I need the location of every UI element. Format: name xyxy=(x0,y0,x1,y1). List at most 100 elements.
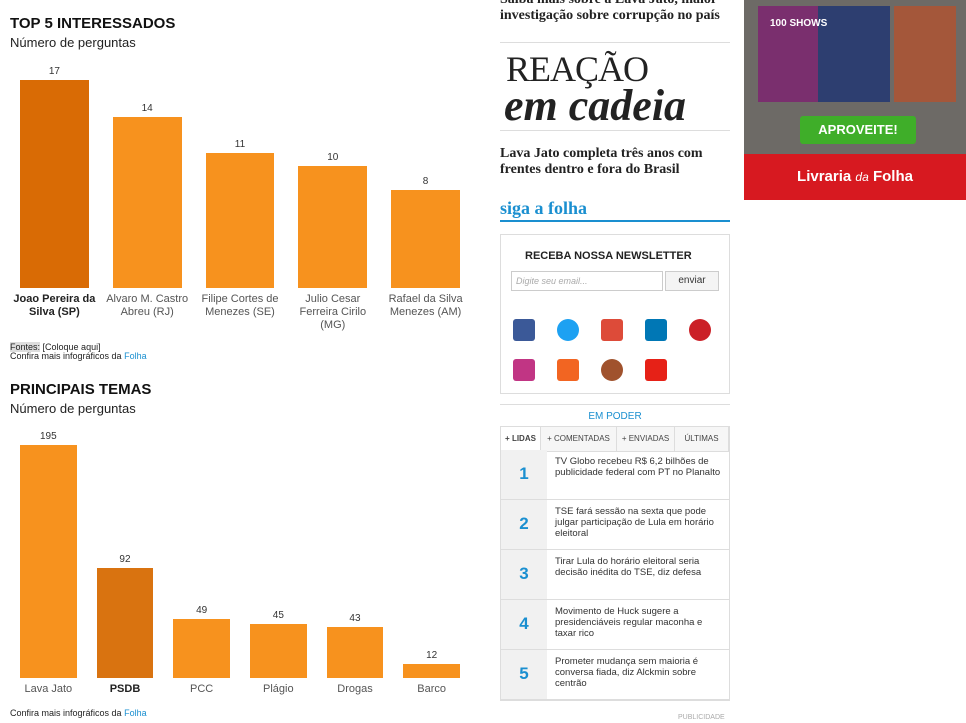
instagram-icon[interactable] xyxy=(513,359,535,381)
divider xyxy=(500,130,730,131)
category-label: Alvaro M. Castro Abreu (RJ) xyxy=(106,293,189,318)
more-link[interactable]: Folha xyxy=(124,708,147,718)
tab[interactable]: + ENVIADAS xyxy=(617,427,675,451)
bar xyxy=(20,445,77,678)
ad-banner[interactable]: 100 SHOWS APROVEITE! Livraria da Folha xyxy=(744,0,966,200)
teaser-line: Saiba mais sobre a Lava Jato, maior xyxy=(500,0,717,8)
list-number-bg xyxy=(501,650,547,699)
brand-part: Folha xyxy=(872,168,913,185)
category-label: PSDB xyxy=(109,683,141,695)
value-label: 8 xyxy=(422,176,429,188)
more-text: Confira mais infográficos da xyxy=(10,351,122,361)
source-text: [Coloque aqui] xyxy=(42,342,101,352)
value-label: 45 xyxy=(272,610,284,622)
divider xyxy=(500,220,730,222)
bar xyxy=(173,619,230,678)
category-label: Plágio xyxy=(263,683,294,695)
list-item[interactable]: 2 TSE fará sessão na sexta que pode julga… xyxy=(501,500,729,550)
list-number: 2 xyxy=(519,514,529,533)
follow-title: siga a folha xyxy=(500,198,588,218)
list-number: 5 xyxy=(519,664,529,683)
list-item[interactable]: 4 Movimento de Huck sugere a presidenciáv… xyxy=(501,600,729,650)
bar xyxy=(205,153,275,288)
value-label: 92 xyxy=(119,554,131,566)
category-label: Rafael da Silva Menezes (AM) xyxy=(388,293,463,318)
ad-shows: 100 SHOWS xyxy=(770,18,828,29)
pinterest-icon[interactable] xyxy=(689,319,711,341)
rss-icon[interactable] xyxy=(557,359,579,381)
value-label: 43 xyxy=(349,612,361,624)
bar xyxy=(112,116,182,288)
category-label: Julio Cesar Ferreira Cirilo (MG) xyxy=(299,293,367,331)
source-label: Fontes: xyxy=(10,342,41,352)
list-item[interactable]: 5 Prometer mudança sem maioria é conversa… xyxy=(501,650,729,700)
category-label: PCC xyxy=(190,683,214,695)
chart-subtitle: Número de perguntas xyxy=(10,35,136,50)
logo-top: REAÇÃO xyxy=(506,49,649,89)
bar xyxy=(326,626,384,678)
tab[interactable]: + COMENTADAS xyxy=(541,427,617,451)
list-text: Tirar Lula do horário eleitoral seria de… xyxy=(555,556,702,578)
list-number: 1 xyxy=(519,464,529,483)
chart-title: TOP 5 INTERESSADOS xyxy=(10,15,176,32)
chart-subtitle: Número de perguntas xyxy=(10,401,136,416)
value-label: 17 xyxy=(48,66,60,77)
value-label: 12 xyxy=(426,649,438,661)
category-label: Joao Pereira da Silva (SP) xyxy=(13,293,96,318)
value-label: 10 xyxy=(327,151,339,163)
brand-part: Livraria xyxy=(797,168,852,185)
value-label: 195 xyxy=(39,431,57,442)
brand-part: da xyxy=(855,170,869,184)
list-number-bg xyxy=(501,550,547,599)
ad-brand: Livraria da Folha xyxy=(744,154,966,200)
list-item[interactable]: 1 TV Globo recebeu R$ 6,2 bilhões de publ… xyxy=(501,450,729,500)
ad-label: PUBLICIDADE xyxy=(678,714,725,721)
youtube-icon[interactable] xyxy=(645,359,667,381)
list-number-bg xyxy=(501,600,547,649)
footer-more: Confira mais infográficos da Folha xyxy=(10,708,147,718)
more-link[interactable]: Folha xyxy=(124,351,147,361)
dvd-box xyxy=(818,6,890,102)
category-label: Lava Jato xyxy=(24,683,73,695)
tab[interactable]: ÚLTIMAS xyxy=(675,427,729,451)
bar xyxy=(20,80,89,288)
app-icon[interactable] xyxy=(601,359,623,381)
list-text: TV Globo recebeu R$ 6,2 bilhões de publi… xyxy=(555,456,721,478)
list-number-bg xyxy=(501,450,547,499)
newsletter-title: RECEBA NOSSA NEWSLETTER xyxy=(525,250,692,262)
list-number: 3 xyxy=(519,564,529,583)
teaser-line: investigação sobre corrupção no país xyxy=(500,8,720,23)
twitter-icon[interactable] xyxy=(557,319,579,341)
facebook-icon[interactable] xyxy=(513,319,535,341)
bar xyxy=(403,663,460,678)
list-number: 4 xyxy=(519,614,529,633)
ad-cta[interactable]: APROVEITE! xyxy=(800,116,916,144)
category-label: Filipe Cortes de Menezes (SE) xyxy=(201,293,279,318)
tabs: + LIDAS + COMENTADAS + ENVIADAS ÚLTIMAS xyxy=(500,426,730,452)
headline[interactable]: Lava Jato completa três anos com frentes… xyxy=(500,146,703,177)
divider xyxy=(500,404,730,405)
section-title: EM PODER xyxy=(588,411,642,422)
chart-title: PRINCIPAIS TEMAS xyxy=(10,381,152,398)
bar xyxy=(298,165,368,288)
tab[interactable]: + LIDAS xyxy=(501,427,541,451)
more-text: Confira mais infográficos da xyxy=(10,708,122,718)
category-label: Barco xyxy=(417,683,447,695)
value-label: 11 xyxy=(234,139,246,151)
list-text: Movimento de Huck sugere a presidenciáve… xyxy=(555,606,703,639)
linkedin-icon[interactable] xyxy=(645,319,667,341)
footer-source: Fontes: [Coloque aqui] xyxy=(10,342,101,352)
list-number-bg xyxy=(501,500,547,549)
list-text: TSE fará sessão na sexta que pode julgar… xyxy=(555,506,714,539)
dvd-box xyxy=(758,6,828,102)
list-item[interactable]: 3 Tirar Lula do horário eleitoral seria d… xyxy=(501,550,729,600)
send-button[interactable]: enviar xyxy=(665,271,719,291)
value-label: 49 xyxy=(196,605,208,617)
sidebar: Saiba mais sobre a Lava Jato, maior inve… xyxy=(500,0,730,723)
bar xyxy=(96,568,154,678)
category-label: Drogas xyxy=(337,683,373,695)
gplus-icon[interactable] xyxy=(601,319,623,341)
bar xyxy=(391,190,460,288)
email-input[interactable]: Digite seu email... xyxy=(511,271,663,291)
